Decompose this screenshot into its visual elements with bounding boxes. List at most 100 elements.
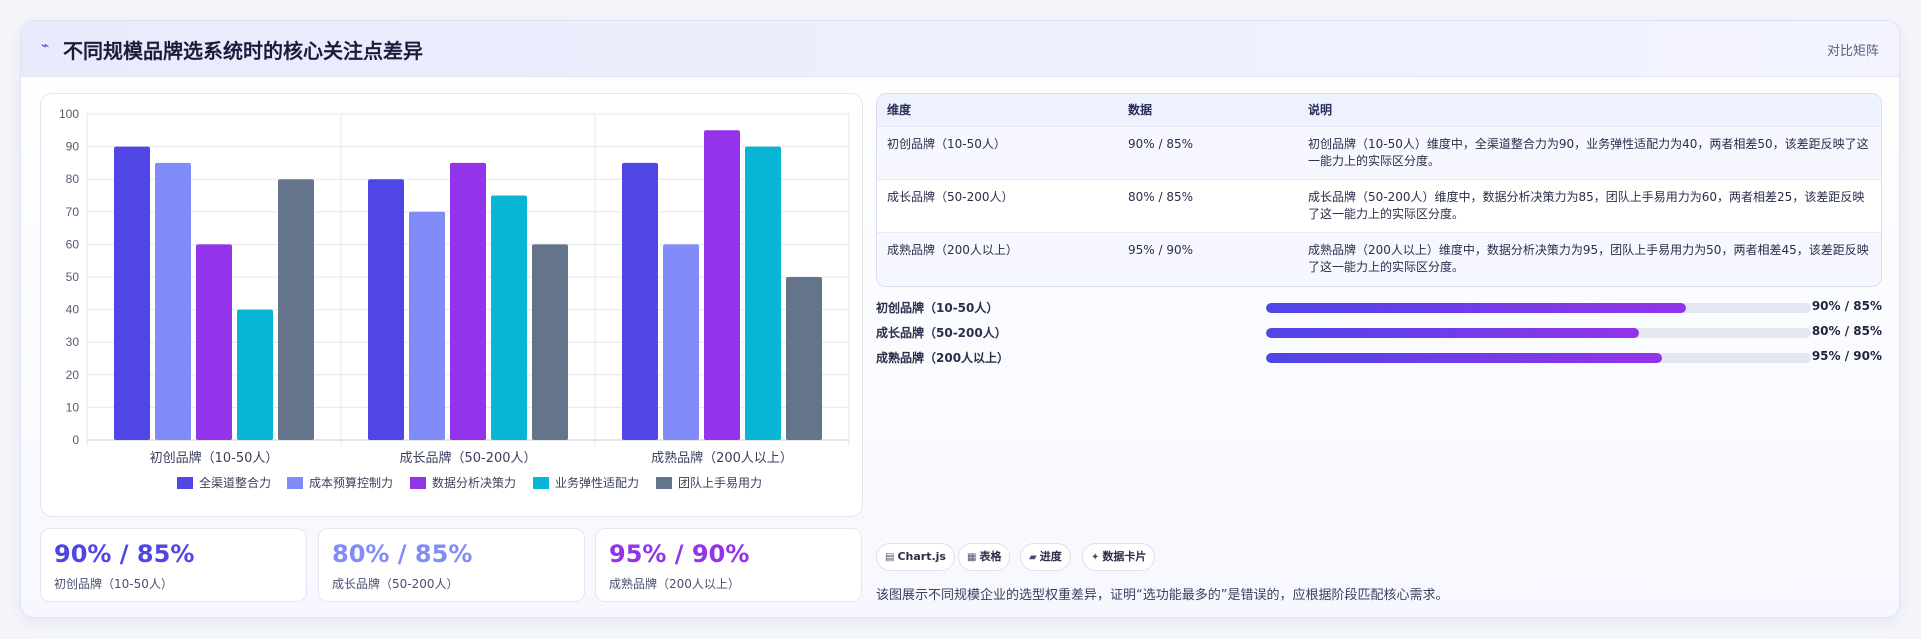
row-data: 95% / 90% — [1128, 243, 1194, 257]
chart-line-icon: ⌁ — [41, 38, 50, 54]
stat-card: 90% / 85% 初创品牌（10-50人） — [40, 528, 307, 602]
legend-swatch — [177, 477, 193, 489]
table-row: 成熟品牌（200人以上） 95% / 90% 成熟品牌（200人以上）维度中，数… — [877, 233, 1881, 286]
legend-swatch — [533, 477, 549, 489]
row-desc: 初创品牌（10-50人）维度中，全渠道整合力为90，业务弹性适配力为40，两者相… — [1308, 137, 1869, 168]
main-card: ⌁ 不同规模品牌选系统时的核心关注点差异 对比矩阵 0 10 20 30 40 50 60 7… — [20, 20, 1900, 618]
sparkle-icon: ✦ — [1091, 552, 1100, 563]
x-tick-label: 成熟品牌（200人以上） — [651, 450, 793, 466]
legend-swatch — [287, 477, 303, 489]
progress-icon: ▰ — [1029, 552, 1037, 563]
progress-row: 成长品牌（50-200人） 80% / 85% — [876, 322, 1882, 342]
y-tick-label: 80 — [66, 172, 80, 186]
progress-track — [1266, 353, 1811, 363]
bar — [114, 146, 150, 440]
stat-label: 初创品牌（10-50人） — [54, 577, 173, 591]
x-tick-label: 初创品牌（10-50人） — [150, 450, 279, 466]
table-header-data: 数据 — [1128, 103, 1153, 117]
table-header-row: 维度 数据 说明 — [877, 94, 1881, 127]
chip-data-card[interactable]: ✦ 数据卡片 — [1082, 543, 1156, 571]
progress-row: 初创品牌（10-50人） 90% / 85% — [876, 297, 1882, 317]
bar — [491, 195, 527, 440]
y-tick-label: 30 — [66, 335, 80, 349]
chip-label: 进度 — [1039, 550, 1062, 563]
stat-card: 95% / 90% 成熟品牌（200人以上） — [595, 528, 862, 602]
chip-label: 数据卡片 — [1102, 550, 1147, 563]
bar — [409, 211, 445, 440]
y-tick-label: 60 — [66, 237, 80, 251]
bar — [532, 244, 568, 440]
legend-label: 全渠道整合力 — [199, 475, 271, 490]
y-tick-label: 90 — [66, 140, 80, 154]
bar — [155, 162, 191, 440]
progress-fill — [1266, 328, 1640, 338]
y-tick-label: 20 — [66, 368, 80, 382]
progress-fill — [1266, 353, 1663, 363]
chart-icon: ▤ — [885, 552, 895, 563]
chip-progress[interactable]: ▰ 进度 — [1020, 543, 1071, 571]
table-header-desc: 说明 — [1308, 103, 1333, 117]
chip-label: 表格 — [979, 550, 1002, 563]
stat-value: 95% / 90% — [609, 540, 750, 568]
y-tick-label: 40 — [66, 303, 80, 317]
progress-value: 95% / 90% — [1811, 349, 1882, 363]
row-dim: 成熟品牌（200人以上） — [887, 243, 1018, 257]
y-tick-label: 100 — [59, 107, 79, 121]
table-icon: ▦ — [967, 552, 977, 563]
bar — [745, 146, 781, 440]
row-data: 90% / 85% — [1128, 137, 1194, 151]
legend-swatch — [656, 477, 672, 489]
legend-swatch — [410, 477, 426, 489]
stat-value: 90% / 85% — [54, 540, 195, 568]
stat-label: 成熟品牌（200人以上） — [609, 577, 740, 591]
progress-value: 90% / 85% — [1811, 299, 1882, 313]
chip-label: Chart.js — [897, 550, 946, 563]
progress-track — [1266, 328, 1811, 338]
progress-track — [1266, 303, 1811, 313]
stat-label: 成长品牌（50-200人） — [332, 577, 459, 591]
progress-fill — [1266, 303, 1686, 313]
y-tick-label: 0 — [72, 433, 79, 447]
legend-label: 数据分析决策力 — [432, 475, 516, 490]
x-tick-label: 成长品牌（50-200人） — [399, 450, 536, 466]
table-header-dim: 维度 — [887, 103, 912, 117]
row-dim: 成长品牌（50-200人） — [887, 190, 1014, 204]
legend-label: 成本预算控制力 — [309, 475, 393, 490]
bar-chart: 0 10 20 30 40 50 60 70 80 90 100 初创品牌（10-50人） 成长品牌（5… — [59, 107, 850, 490]
progress-label: 成长品牌（50-200人） — [876, 326, 1007, 340]
legend-label: 业务弹性适配力 — [555, 475, 639, 490]
y-tick-label: 70 — [66, 205, 80, 219]
progress-value: 80% / 85% — [1811, 324, 1882, 338]
progress-row: 成熟品牌（200人以上） 95% / 90% — [876, 347, 1882, 367]
bar — [622, 162, 658, 440]
row-desc: 成长品牌（50-200人）维度中，数据分析决策力为85，团队上手易用力为60，两… — [1308, 190, 1865, 221]
chip-table[interactable]: ▦ 表格 — [958, 543, 1011, 571]
row-dim: 初创品牌（10-50人） — [887, 137, 1006, 151]
progress-label: 初创品牌（10-50人） — [876, 301, 999, 315]
chip-chartjs[interactable]: ▤ Chart.js — [876, 543, 955, 571]
table-row: 成长品牌（50-200人） 80% / 85% 成长品牌（50-200人）维度中… — [877, 180, 1881, 233]
bar — [278, 179, 314, 440]
data-table: 维度 数据 说明 初创品牌（10-50人） 90% / 85% 初创品牌（10-… — [876, 93, 1882, 287]
y-tick-label: 50 — [66, 270, 80, 284]
stat-card: 80% / 85% 成长品牌（50-200人） — [318, 528, 585, 602]
legend-label: 团队上手易用力 — [678, 475, 762, 490]
bar — [237, 309, 273, 440]
bar — [704, 130, 740, 441]
y-tick-label: 10 — [66, 400, 80, 414]
bar — [196, 244, 232, 440]
bar — [663, 244, 699, 440]
bar — [450, 162, 486, 440]
bar-chart-panel: 0 10 20 30 40 50 60 70 80 90 100 初创品牌（10-50人） 成长品牌（5… — [40, 93, 863, 517]
progress-label: 成熟品牌（200人以上） — [876, 351, 1010, 365]
row-data: 80% / 85% — [1128, 190, 1194, 204]
stat-value: 80% / 85% — [332, 540, 473, 568]
card-header: ⌁ 不同规模品牌选系统时的核心关注点差异 对比矩阵 — [21, 21, 1899, 77]
header-tag: 对比矩阵 — [1826, 44, 1879, 59]
table-row: 初创品牌（10-50人） 90% / 85% 初创品牌（10-50人）维度中，全… — [877, 127, 1881, 180]
footnote: 该图展示不同规模企业的选型权重差异，证明“选功能最多的”是错误的，应根据阶段匹配… — [876, 588, 1449, 603]
card-title: 不同规模品牌选系统时的核心关注点差异 — [63, 39, 423, 63]
row-desc: 成熟品牌（200人以上）维度中，数据分析决策力为95，团队上手易用力为50，两者… — [1308, 243, 1869, 274]
bar — [368, 179, 404, 440]
bar — [786, 277, 822, 440]
